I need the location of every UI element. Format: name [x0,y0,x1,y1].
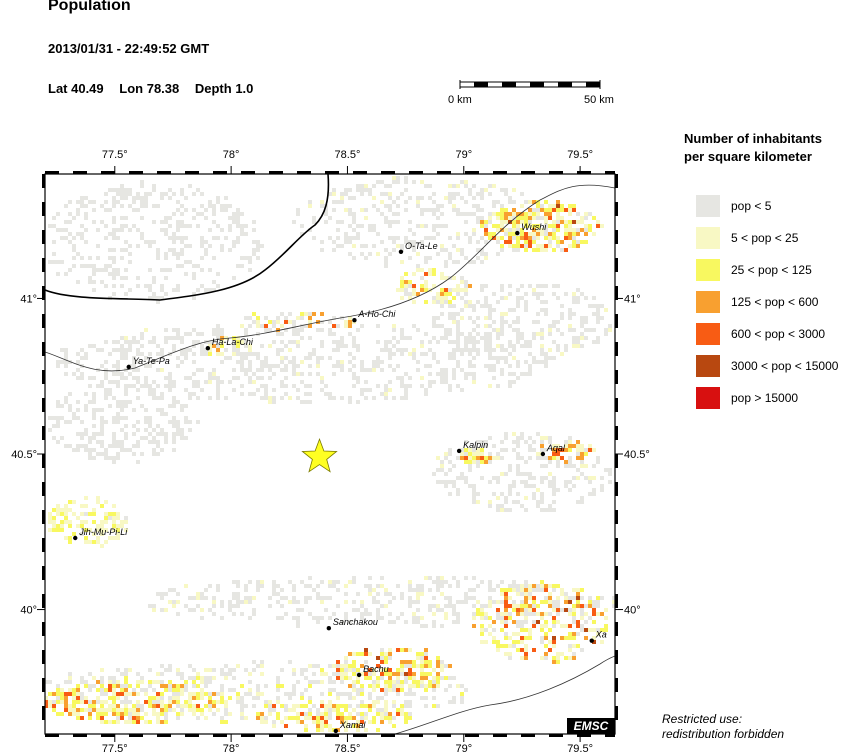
city-dot [398,249,404,254]
lat-tick-label: 41° [20,293,37,305]
city-dot [205,346,211,351]
legend-swatch [696,355,720,377]
city-label: Ha-La-Chi [212,337,254,347]
scale-bar [459,80,601,89]
lat-tick-label: 41° [624,293,641,305]
legend-label: 3000 < pop < 15000 [731,359,839,373]
lat-tick-label: 40.5° [11,449,37,461]
legend-swatch [696,323,720,345]
city-marker: Jih-Mu-Pi-Li [73,527,128,541]
city-dot [589,638,594,643]
epicenter-star-icon [301,437,338,473]
axis-labels: 77.5° 77.5° 78° 78° 78.5° 78.5° 79° 79° 79.5° 79.… [11,149,650,755]
city-dot [73,535,78,541]
lon-tick-label: 78.5° [335,149,361,161]
restricted-use-note: Restricted use: redistribution forbidden [662,712,784,742]
city-dot [333,728,339,734]
city-dot [126,364,131,370]
lon-tick-label: 77.5° [102,149,128,161]
city-dot [356,672,362,678]
lon-tick-label: 79.5° [567,743,593,755]
legend-label: 600 < pop < 3000 [731,327,826,341]
city-dot [456,448,462,454]
longitude-label: Lon 78.38 [119,81,180,96]
city-marker: Xamal [333,720,367,734]
city-marker: Bachu [356,664,389,678]
legend-label: 125 < pop < 600 [731,295,819,309]
legend-swatch [696,387,720,409]
restricted-line1: Restricted use: [662,712,743,726]
city-label: Bachu [363,664,389,674]
map-title: Population [48,0,131,14]
lon-tick-label: 78° [223,743,240,755]
legend-swatch [696,195,720,217]
lat-tick-label: 40.5° [624,449,650,461]
legend-label: 25 < pop < 125 [731,263,812,277]
city-marker: O-Ta-Le [398,241,438,254]
city-label: Xa [595,630,607,640]
city-dot [326,626,332,631]
lat-tick-label: 40° [624,605,641,617]
city-label: Wushi [521,222,547,232]
scale-left-label: 0 km [448,94,472,106]
city-dot [540,451,546,457]
city-label: A-Ho-Chi [357,309,396,319]
legend-swatch [696,227,720,249]
city-label: Xamal [339,720,367,730]
river-line [45,184,615,372]
legend-swatch [696,291,720,313]
depth-label: Depth 1.0 [194,81,254,96]
city-marker: Kalpin [456,440,488,454]
city-label: Sanchakou [333,617,378,627]
city-dot [515,230,520,236]
city-label: Kalpin [463,440,488,450]
legend-label: 5 < pop < 25 [731,231,799,245]
population-density-layer [45,176,615,732]
city-markers: O-Ta-Le Wushi A-Ho-Chi Ha-La-Chi Ya-Te-Pa Kal… [73,222,607,734]
border-line [45,174,330,301]
lon-tick-label: 77.5° [102,743,128,755]
city-marker: A-Ho-Chi [352,309,396,323]
lon-tick-label: 78° [223,149,240,161]
lon-tick-label: 79° [455,743,472,755]
legend-label: pop > 15000 [731,391,799,405]
lat-tick-label: 40° [20,605,37,617]
city-marker: Ya-Te-Pa [126,356,170,370]
emsc-logo: EMSC [567,718,615,734]
restricted-line2: redistribution forbidden [662,727,785,741]
legend-title-line2: per square kilometer [684,149,812,164]
city-marker: Sanchakou [326,617,378,631]
city-label: O-Ta-Le [405,241,438,251]
river-line-south [394,655,615,734]
boundary-lines [45,174,615,734]
event-coordinates: Lat 40.49 Lon 78.38 Depth 1.0 [48,81,265,96]
legend-label: pop < 5 [731,199,772,213]
legend-title: Number of inhabitants per square kilomet… [684,130,822,166]
event-datetime: 2013/01/31 - 22:49:52 GMT [48,41,210,56]
lon-tick-label: 79° [455,149,472,161]
city-dot [352,318,357,323]
frame-ticks [42,171,618,737]
legend-swatch [696,259,720,281]
lon-tick-label: 79.5° [567,149,593,161]
city-label: Aqal [546,443,566,453]
city-marker: Wushi [515,222,547,236]
city-label: Ya-Te-Pa [133,356,170,366]
emsc-logo-text: EMSC [574,719,609,733]
city-marker: Aqal [540,443,566,457]
city-label: Jih-Mu-Pi-Li [78,527,128,537]
city-marker: Xa [589,630,607,643]
city-marker: Ha-La-Chi [205,337,254,351]
legend-title-line1: Number of inhabitants [684,131,822,146]
latitude-label: Lat 40.49 [48,81,104,96]
lon-tick-label: 78.5° [335,743,361,755]
scale-right-label: 50 km [584,94,614,106]
